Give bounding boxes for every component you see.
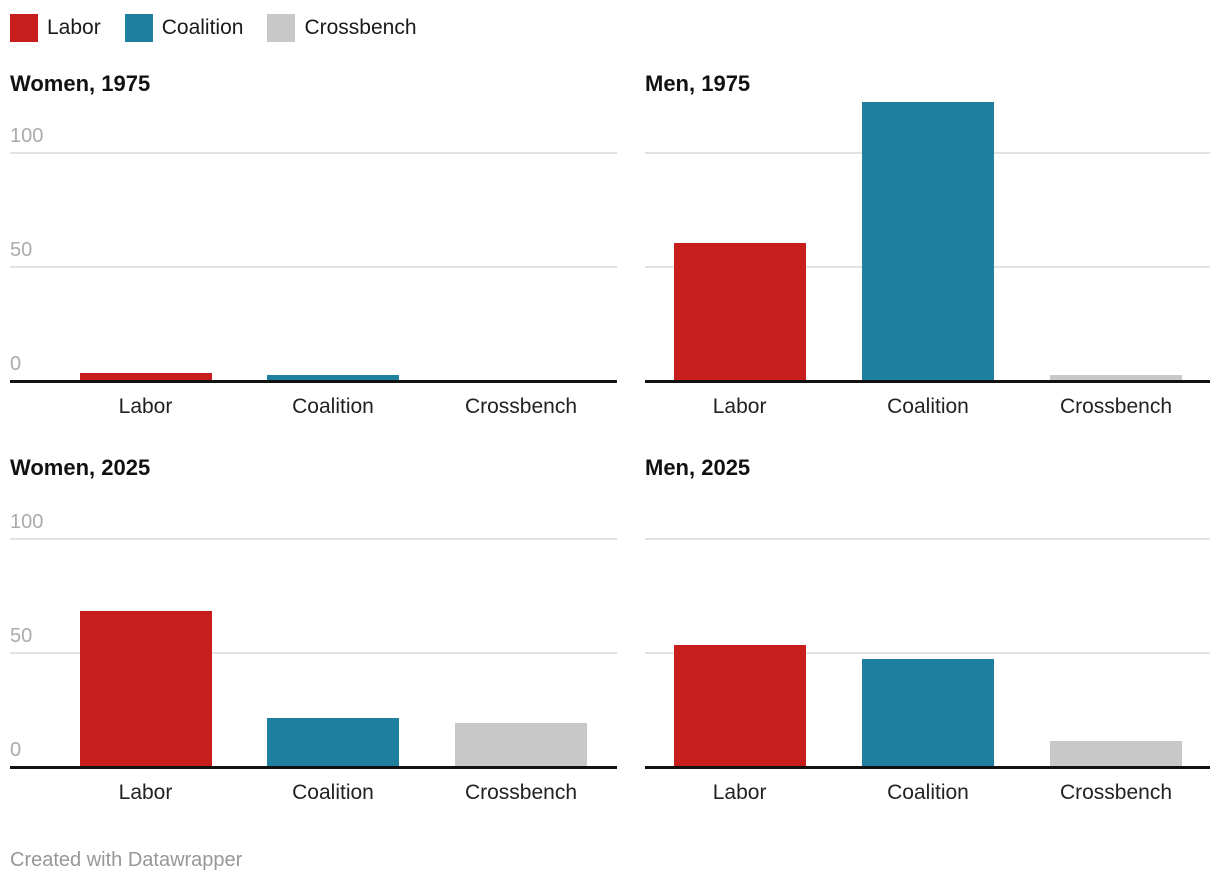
panel-title: Women, 2025 <box>10 455 151 480</box>
gridline-50 <box>10 266 617 268</box>
y-tick-label: 50 <box>10 625 33 647</box>
bar-labor <box>673 243 806 380</box>
panel-title: Men, 2025 <box>645 455 751 480</box>
x-axis-label-crossbench: Crossbench <box>1059 395 1173 418</box>
x-axis-baseline <box>645 766 1210 769</box>
gridline-50 <box>10 652 617 654</box>
x-axis-label-labor: Labor <box>118 395 173 418</box>
legend-item-crossbench: Crossbench <box>267 14 417 42</box>
legend-item-labor: Labor <box>10 14 101 42</box>
bar-crossbench <box>1050 740 1182 766</box>
gridline-100 <box>10 152 617 154</box>
y-tick-label: 50 <box>10 239 33 261</box>
legend-label: Coalition <box>161 16 244 39</box>
bar-coalition <box>862 658 994 766</box>
legend-swatch-crossbench <box>267 14 296 42</box>
x-axis-label-coalition: Coalition <box>887 781 969 804</box>
bar-labor <box>673 645 806 766</box>
datawrapper-attribution-link[interactable]: Created with Datawrapper <box>10 849 243 871</box>
legend-label: Labor <box>47 16 101 39</box>
bar-crossbench <box>455 722 587 766</box>
x-axis-label-crossbench: Crossbench <box>464 395 578 418</box>
x-axis-label-labor: Labor <box>712 395 767 418</box>
bar-coalition <box>267 375 399 380</box>
bar-crossbench <box>1050 375 1182 380</box>
y-tick-label: 0 <box>10 353 22 375</box>
legend-item-coalition: Coalition <box>124 14 244 42</box>
x-axis-label-coalition: Coalition <box>292 395 374 418</box>
chart-legend: Labor Coalition Crossbench <box>10 14 441 42</box>
x-axis-baseline <box>645 380 1210 383</box>
bar-labor <box>79 610 212 766</box>
bar-labor <box>79 373 212 380</box>
x-axis-label-crossbench: Crossbench <box>464 781 578 804</box>
legend-label: Crossbench <box>304 16 417 39</box>
y-tick-label: 100 <box>10 511 44 533</box>
x-axis-label-coalition: Coalition <box>887 395 969 418</box>
bar-coalition <box>862 101 994 380</box>
gridline-100 <box>645 538 1210 540</box>
x-axis-label-crossbench: Crossbench <box>1059 781 1173 804</box>
x-axis-label-labor: Labor <box>118 781 173 804</box>
x-axis-label-coalition: Coalition <box>292 781 374 804</box>
y-tick-label: 0 <box>10 739 22 761</box>
x-axis-baseline <box>10 380 617 383</box>
panel-title: Women, 1975 <box>10 71 151 96</box>
y-tick-label: 100 <box>10 125 44 147</box>
x-axis-label-labor: Labor <box>712 781 767 804</box>
legend-swatch-coalition <box>124 14 153 42</box>
panel-title: Men, 1975 <box>645 71 751 96</box>
gridline-100 <box>10 538 617 540</box>
bar-coalition <box>267 718 399 766</box>
gridline-50 <box>645 652 1210 654</box>
x-axis-baseline <box>10 766 617 769</box>
legend-swatch-labor <box>10 14 38 42</box>
